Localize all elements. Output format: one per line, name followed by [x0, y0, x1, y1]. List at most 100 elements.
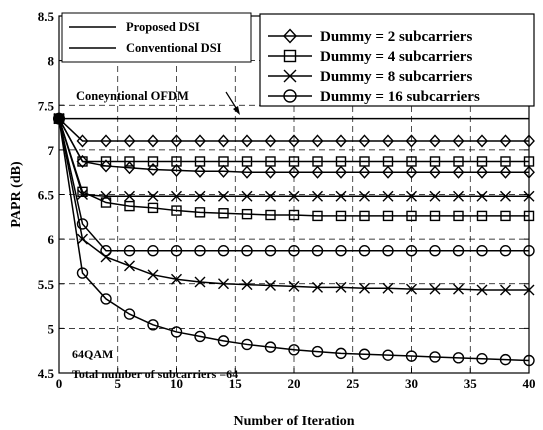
- circle-marker: [283, 89, 297, 103]
- diamond-marker: [288, 165, 300, 179]
- square-marker: [171, 156, 182, 167]
- x-tick-label: 20: [288, 376, 301, 391]
- x-marker: [100, 190, 112, 202]
- circle-marker: [405, 245, 418, 257]
- x-marker: [283, 69, 297, 83]
- circle-marker: [382, 245, 394, 257]
- legend-label-square: Dummy = 4 subcarriers: [320, 49, 472, 65]
- diamond-marker: [358, 165, 371, 179]
- circle-marker: [358, 245, 371, 257]
- x-tick-label: 35: [464, 376, 478, 391]
- x-marker: [453, 283, 464, 295]
- x-marker: [288, 190, 300, 202]
- x-marker: [382, 190, 394, 202]
- diamond-marker: [217, 164, 230, 178]
- diamond-marker: [264, 165, 277, 179]
- x-marker: [312, 281, 323, 293]
- diamond-marker: [429, 165, 441, 179]
- series-line: [58, 118, 529, 217]
- diamond-marker: [429, 134, 441, 148]
- square-marker: [288, 209, 300, 221]
- series-line: [58, 118, 529, 291]
- x-marker: [265, 280, 276, 292]
- square-marker: [77, 186, 88, 198]
- marker-legend: Dummy = 2 subcarriers Dummy = 4 subcarrie…: [259, 13, 535, 107]
- x-marker: [194, 276, 206, 288]
- circle-marker: [100, 293, 112, 305]
- square-marker: [335, 210, 347, 222]
- diamond-marker: [123, 161, 136, 175]
- y-axis-label: PAPR (dB): [9, 161, 24, 228]
- circle-marker: [288, 245, 300, 257]
- x-marker: [77, 233, 88, 245]
- x-marker: [500, 190, 511, 202]
- diamond-marker: [311, 165, 324, 179]
- x-tick-label: 30: [405, 376, 418, 391]
- diamond-marker: [194, 164, 206, 178]
- circle-marker: [264, 245, 277, 257]
- x-marker: [194, 190, 206, 202]
- circle-marker: [170, 245, 183, 257]
- modulation-label: 64QAM: [72, 347, 113, 361]
- x-tick-label: 40: [523, 376, 536, 391]
- square-marker: [171, 205, 182, 216]
- x-tick-label: 25: [346, 376, 360, 391]
- circle-marker: [76, 218, 89, 230]
- y-tick-label: 6.5: [38, 188, 55, 203]
- circle-marker: [499, 353, 512, 366]
- square-marker: [476, 210, 488, 222]
- conventional-series-diamond: [53, 112, 535, 179]
- circle-marker: [358, 348, 371, 360]
- x-marker: [359, 282, 370, 294]
- diamond-marker: [499, 134, 512, 148]
- diamond-marker: [382, 134, 394, 148]
- diamond-marker: [170, 163, 183, 177]
- diamond-marker: [288, 134, 300, 148]
- diamond-marker: [76, 134, 89, 148]
- square-marker: [241, 208, 253, 220]
- square-marker: [382, 210, 394, 222]
- diamond-marker: [476, 165, 488, 179]
- x-marker: [476, 190, 488, 202]
- x-marker: [406, 283, 417, 295]
- conventional-legend-label: Conventional DSI: [126, 41, 222, 55]
- diamond-marker: [405, 134, 418, 148]
- x-marker: [382, 282, 394, 294]
- x-marker: [147, 269, 159, 281]
- x-marker: [453, 190, 464, 202]
- circle-marker: [335, 347, 347, 360]
- circle-marker: [147, 319, 159, 331]
- square-marker: [147, 156, 159, 167]
- square-marker: [406, 210, 417, 222]
- square-marker: [194, 207, 206, 218]
- circle-marker: [264, 341, 277, 353]
- diamond-marker: [123, 134, 136, 148]
- x-marker: [124, 190, 135, 202]
- circle-marker: [476, 245, 488, 257]
- diamond-marker: [217, 134, 230, 148]
- x-marker: [288, 280, 300, 292]
- x-marker: [241, 279, 253, 291]
- series-line: [58, 118, 529, 163]
- y-tick-label: 8: [48, 54, 55, 69]
- y-tick-label: 5.5: [38, 277, 55, 292]
- circle-marker: [311, 345, 324, 358]
- series-line: [58, 118, 530, 362]
- x-marker: [100, 251, 112, 263]
- diamond-marker: [147, 162, 159, 177]
- x-marker: [335, 281, 347, 293]
- diamond-marker: [170, 134, 183, 148]
- x-marker: [124, 260, 135, 272]
- line-style-legend: Proposed DSI Conventional DSI: [61, 12, 252, 63]
- circle-marker: [241, 245, 253, 257]
- proposed-series-x: [53, 113, 535, 202]
- series-line: [58, 118, 529, 142]
- diamond-marker: [499, 165, 512, 179]
- diamond-marker: [241, 134, 253, 148]
- circle-marker: [429, 351, 441, 363]
- square-marker: [453, 210, 464, 222]
- square-marker: [147, 202, 159, 214]
- legend-label-diamond: Dummy = 2 subcarriers: [320, 29, 472, 45]
- axes: 0 5 10 15 20 25 30 35 40 4.5 5 5.5 6 6.5 7 7.5 8 8.5 Numbe…: [9, 9, 536, 429]
- circle-marker: [452, 245, 465, 257]
